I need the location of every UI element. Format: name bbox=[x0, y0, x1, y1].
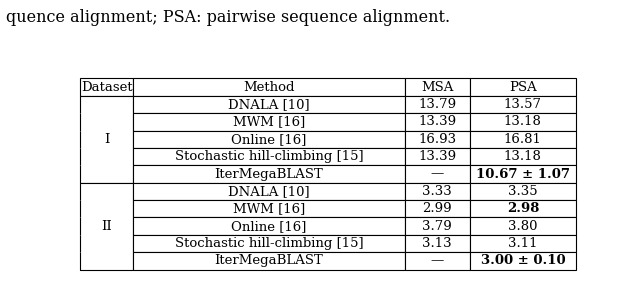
Text: quence alignment; PSA: pairwise sequence alignment.: quence alignment; PSA: pairwise sequence… bbox=[6, 9, 451, 26]
